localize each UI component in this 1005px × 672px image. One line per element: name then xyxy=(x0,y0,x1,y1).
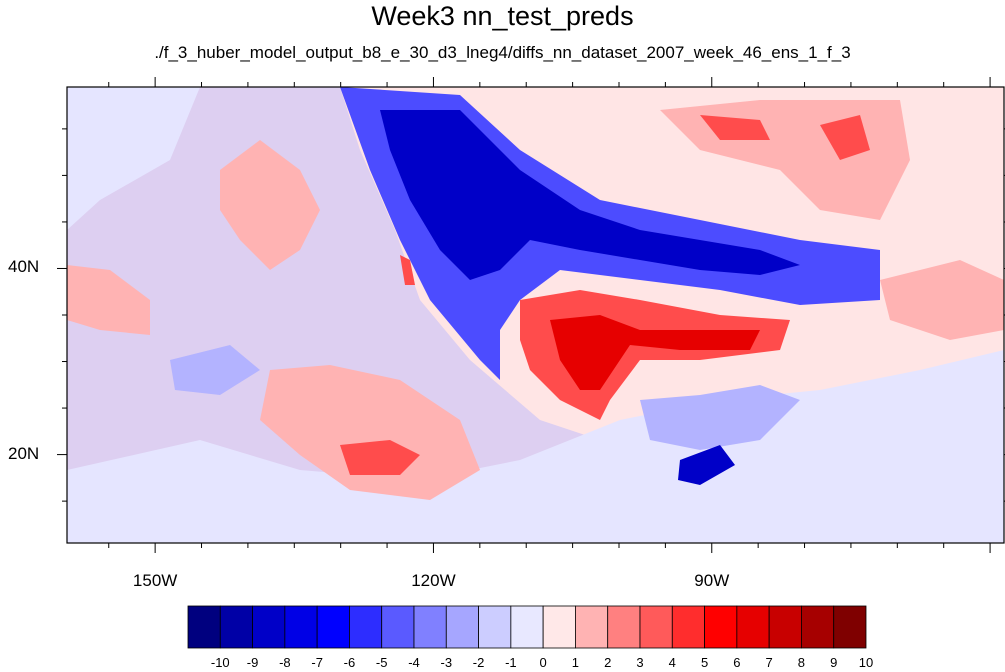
colorbar-box xyxy=(704,605,738,649)
field-red-pacific-patch xyxy=(340,440,420,475)
colorbar-box xyxy=(575,605,609,649)
colorbar-box xyxy=(801,605,835,649)
colorbar-box xyxy=(607,605,641,649)
colorbar-label: -9 xyxy=(246,655,259,670)
field-pink-pacific-b xyxy=(260,365,480,500)
field-light-blue-pacific xyxy=(170,345,260,395)
colorbar-label: -2 xyxy=(472,655,485,670)
colorbar-label: 10 xyxy=(858,655,874,670)
field-blue-cuba-sea xyxy=(678,445,735,485)
colorbar-label: -5 xyxy=(375,655,388,670)
colorbar-label: 2 xyxy=(604,655,612,670)
colorbar-box xyxy=(639,605,673,649)
field-pink-pacific-a xyxy=(67,265,150,335)
colorbar-label: 4 xyxy=(668,655,676,670)
colorbar-box xyxy=(187,605,221,649)
colorbar-box xyxy=(219,605,253,649)
colorbar-box xyxy=(833,605,867,649)
colorbar-box xyxy=(671,605,705,649)
colorbar-box xyxy=(284,605,318,649)
lon-label: 150W xyxy=(132,571,178,590)
colorbar-label: -3 xyxy=(440,655,453,670)
field-dark-red-core xyxy=(550,315,760,390)
colorbar-label: 3 xyxy=(636,655,644,670)
colorbar-label: -6 xyxy=(343,655,356,670)
colorbar-box xyxy=(252,605,286,649)
map-frame xyxy=(66,86,1005,544)
colorbar-box xyxy=(510,605,544,649)
colorbar-label: -1 xyxy=(505,655,517,670)
colorbar-box xyxy=(316,605,350,649)
colorbar-label: 0 xyxy=(539,655,547,670)
colorbar-label: 7 xyxy=(765,655,773,670)
colorbar-box xyxy=(542,605,576,649)
colorbar-box xyxy=(381,605,415,649)
lon-label: 120W xyxy=(411,571,456,590)
colorbar-label: 6 xyxy=(733,655,741,670)
field-pink-pacific-c xyxy=(220,140,320,270)
colorbar-box xyxy=(768,605,802,649)
colorbar-box xyxy=(478,605,512,649)
field-light-blue-gulf xyxy=(640,385,800,450)
map-field xyxy=(67,87,1004,543)
colorbar-label: 1 xyxy=(571,655,580,670)
colorbar-box xyxy=(445,605,479,649)
field-light-blue-north-pacific xyxy=(67,87,200,230)
lon-label: 90W xyxy=(694,571,730,590)
chart-subtitle: ./f_3_huber_model_output_b8_e_30_d3_lneg… xyxy=(154,43,851,62)
colorbar-label: -8 xyxy=(279,655,291,670)
colorbar-box xyxy=(413,605,447,649)
colorbar-box xyxy=(349,605,383,649)
field-red-canada-b xyxy=(820,115,870,160)
field-red-california xyxy=(400,255,415,285)
colorbar-label: 9 xyxy=(830,655,838,670)
colorbar-label: 5 xyxy=(700,655,709,670)
chart-title: Week3 nn_test_preds xyxy=(371,1,634,31)
colorbar-box xyxy=(736,605,770,649)
field-pink-atlantic xyxy=(880,260,1004,340)
colorbar-label: -7 xyxy=(311,655,323,670)
lat-label: 40N xyxy=(8,257,40,277)
colorbar-label: 8 xyxy=(797,655,806,670)
field-red-canada-a xyxy=(700,115,770,140)
colorbar-boxes xyxy=(187,605,867,649)
colorbar-label: -4 xyxy=(408,655,420,670)
lat-label: 20N xyxy=(8,443,40,463)
field-dark-blue-core xyxy=(380,110,800,280)
colorbar-label: -10 xyxy=(210,655,230,670)
